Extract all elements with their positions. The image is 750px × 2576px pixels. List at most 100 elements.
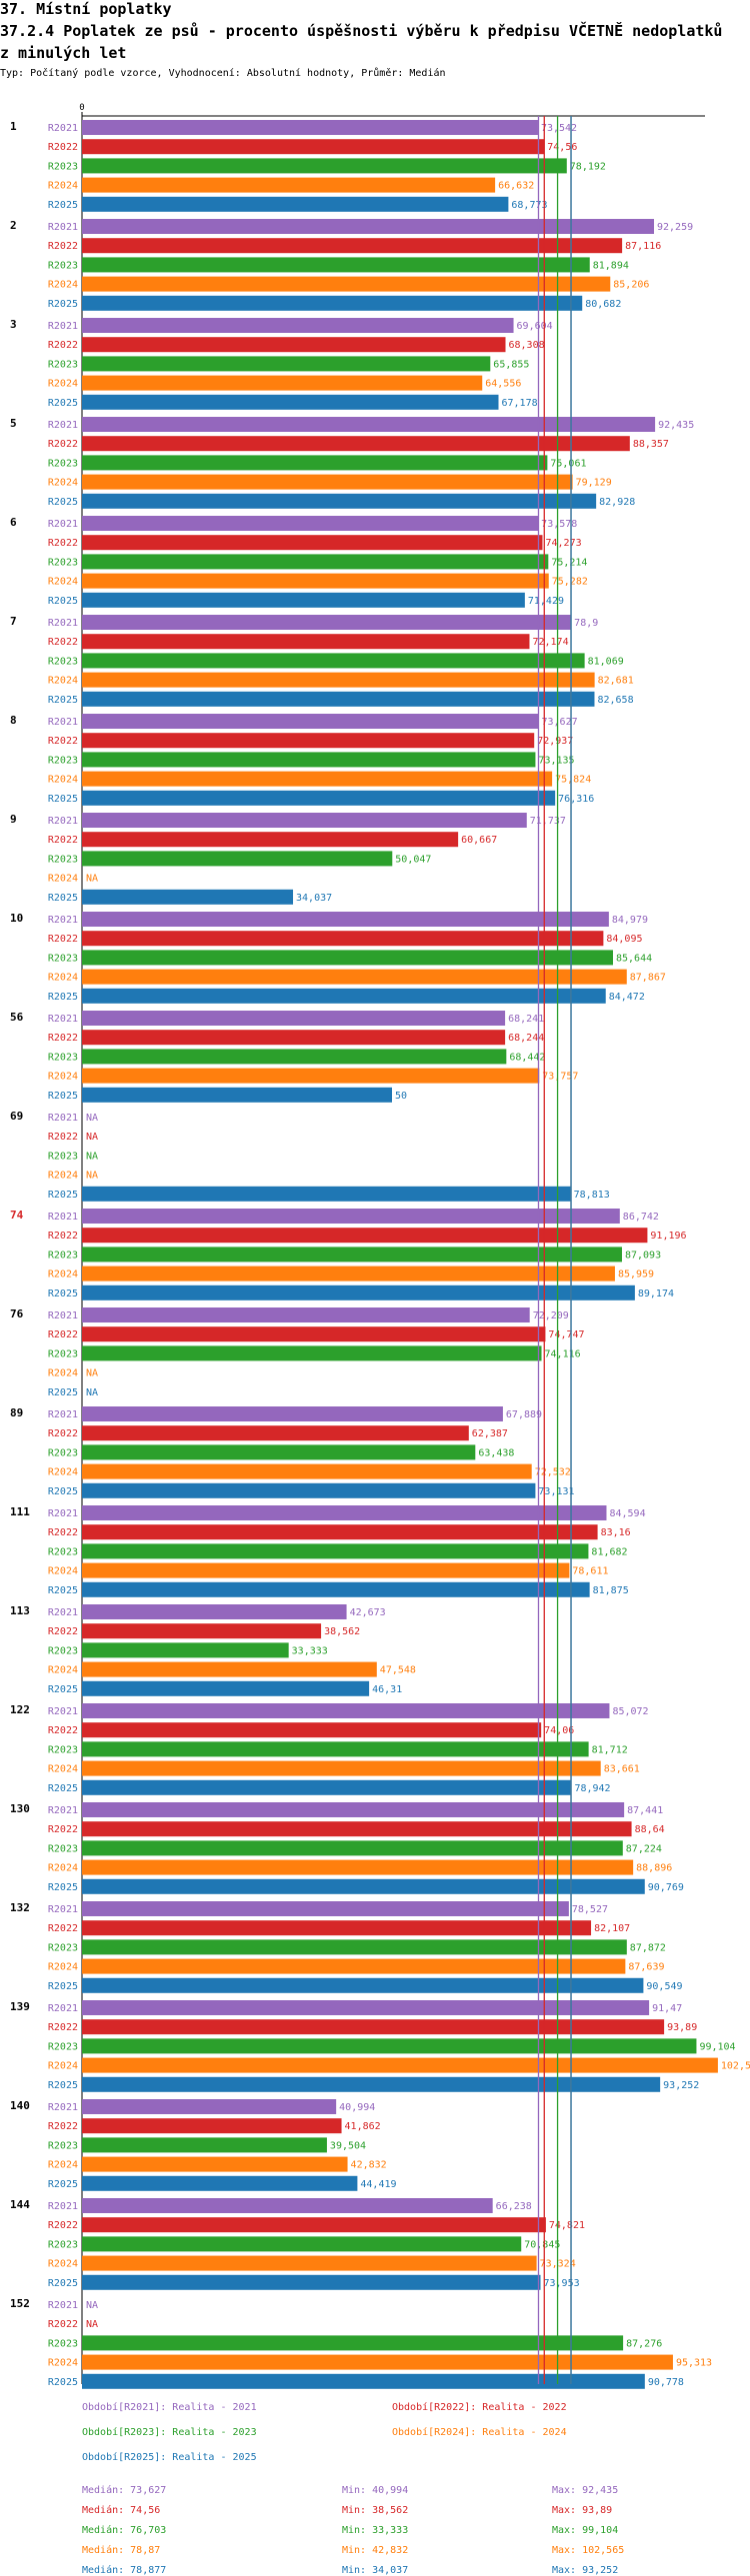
- series-label: R2025: [48, 1288, 78, 1299]
- group-label: 2: [10, 219, 17, 232]
- bar: [82, 1562, 570, 1578]
- series-label: R2022: [48, 736, 78, 747]
- na-label: NA: [86, 2319, 98, 2330]
- bar: [82, 1524, 598, 1540]
- stat-max: Max: 102,565: [552, 2545, 625, 2556]
- series-label: R2021: [48, 2300, 78, 2311]
- data-label: 73,542: [541, 123, 577, 134]
- series-label: R2022: [48, 1329, 78, 1340]
- stat-min: Min: 38,562: [342, 2505, 409, 2516]
- stat-max: Max: 93,89: [552, 2505, 613, 2516]
- bar: [82, 573, 549, 589]
- na-label: NA: [86, 1151, 98, 1162]
- series-label: R2025: [48, 398, 78, 409]
- series-label: R2021: [48, 1113, 78, 1124]
- data-label: 42,832: [351, 2160, 387, 2171]
- data-label: 68,241: [508, 1014, 544, 1025]
- series-label: R2024: [48, 874, 78, 885]
- data-label: 74,747: [548, 1329, 584, 1340]
- series-label: R2024: [48, 775, 78, 786]
- data-label: 67,889: [506, 1409, 542, 1420]
- group-label: 56: [10, 1011, 24, 1024]
- bar: [82, 1581, 590, 1597]
- data-label: 67,178: [502, 398, 538, 409]
- bar: [82, 969, 627, 985]
- data-label: 102,565: [721, 2061, 750, 2072]
- data-label: 81,682: [591, 1546, 627, 1557]
- data-label: 85,959: [618, 1270, 654, 1281]
- bar: [82, 1030, 506, 1046]
- data-label: 44,419: [360, 2179, 396, 2190]
- data-label: 81,069: [588, 656, 624, 667]
- data-label: 87,867: [630, 973, 666, 984]
- bar: [82, 1642, 289, 1658]
- bar: [82, 1878, 645, 1894]
- series-label: R2023: [48, 953, 78, 964]
- legend-item: Období[R2025]: Realita - 2025: [82, 2452, 257, 2463]
- bar: [82, 2118, 342, 2134]
- series-label: R2023: [48, 2140, 78, 2151]
- series-label: R2021: [48, 1014, 78, 1025]
- data-label: 40,994: [339, 2102, 375, 2113]
- series-label: R2025: [48, 1486, 78, 1497]
- series-label: R2025: [48, 200, 78, 211]
- na-label: NA: [86, 2300, 98, 2311]
- na-label: NA: [86, 1171, 98, 1182]
- series-label: R2025: [48, 2278, 78, 2289]
- data-label: 92,435: [658, 420, 694, 431]
- series-label: R2022: [48, 538, 78, 549]
- series-label: R2022: [48, 1923, 78, 1934]
- series-label: R2021: [48, 1805, 78, 1816]
- data-label: 90,549: [646, 1981, 682, 1992]
- group-label: 130: [10, 1802, 30, 1815]
- series-label: R2021: [48, 519, 78, 530]
- data-label: 66,632: [498, 181, 534, 192]
- bar: [82, 2099, 337, 2114]
- bar: [82, 554, 549, 570]
- group-label: 132: [10, 1901, 30, 1914]
- bar: [82, 592, 525, 608]
- series-label: R2024: [48, 1171, 78, 1182]
- series-label: R2021: [48, 1607, 78, 1618]
- bar: [82, 752, 536, 768]
- data-label: 82,107: [594, 1923, 630, 1934]
- data-label: 69,604: [517, 321, 553, 332]
- bar: [82, 257, 590, 273]
- bar: [82, 2038, 697, 2054]
- bar: [82, 1840, 623, 1856]
- data-label: 72,532: [535, 1467, 571, 1478]
- series-label: R2021: [48, 2102, 78, 2113]
- data-label: 78,527: [572, 1904, 608, 1915]
- series-label: R2023: [48, 2338, 78, 2349]
- data-label: 82,658: [597, 695, 633, 706]
- data-label: 68,308: [509, 340, 545, 351]
- series-label: R2025: [48, 2179, 78, 2190]
- data-label: 87,276: [626, 2338, 662, 2349]
- data-label: 41,862: [345, 2121, 381, 2132]
- series-label: R2021: [48, 2003, 78, 2014]
- data-label: 79,129: [576, 478, 612, 489]
- bar: [82, 1722, 542, 1738]
- data-label: 87,224: [626, 1843, 662, 1854]
- series-label: R2024: [48, 1764, 78, 1775]
- data-label: 47,548: [380, 1665, 416, 1676]
- data-label: 75,061: [550, 458, 586, 469]
- bar: [82, 295, 583, 311]
- data-label: 91,47: [652, 2003, 682, 2014]
- series-label: R2024: [48, 1863, 78, 1874]
- data-label: 68,244: [508, 1033, 544, 1044]
- group-label: 5: [10, 417, 17, 430]
- series-label: R2025: [48, 2080, 78, 2091]
- bar: [82, 1011, 506, 1026]
- data-label: 66,238: [496, 2201, 532, 2212]
- data-label: 78,611: [572, 1566, 608, 1577]
- series-label: R2021: [48, 618, 78, 629]
- bar: [82, 516, 539, 531]
- data-label: 81,712: [592, 1744, 628, 1755]
- series-label: R2022: [48, 637, 78, 648]
- bar: [82, 1623, 322, 1639]
- data-label: 87,441: [627, 1805, 663, 1816]
- data-label: 78,9: [574, 618, 598, 629]
- bar: [82, 1604, 347, 1619]
- bar: [82, 1307, 530, 1322]
